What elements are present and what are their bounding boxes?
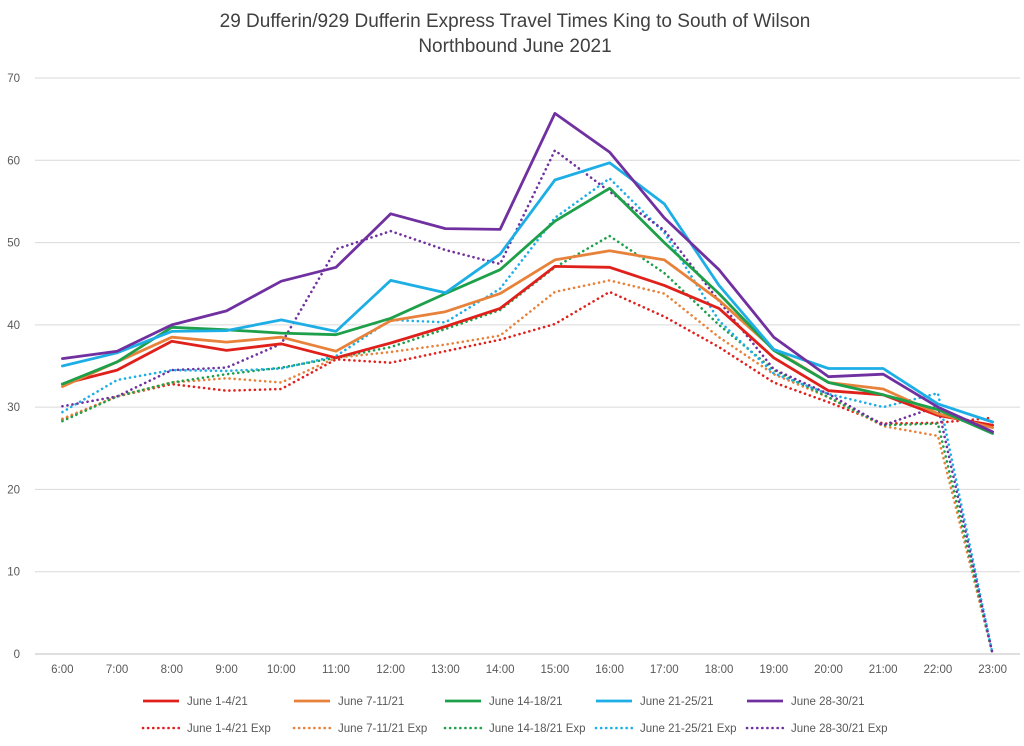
y-tick-label: 10 (7, 567, 20, 579)
y-tick-label: 30 (7, 402, 20, 414)
legend-entry: June 21-25/21 Exp (640, 723, 737, 735)
y-tick-label: 60 (7, 155, 20, 167)
x-tick-label: 13:00 (431, 664, 460, 676)
chart-subtitle: Northbound June 2021 (418, 36, 611, 57)
legend-entry: June 28-30/21 Exp (791, 723, 888, 735)
legend-entry: June 1-4/21 (187, 696, 248, 708)
x-tick-label: 11:00 (322, 664, 350, 676)
series-lines (61, 112, 994, 656)
x-axis-ticks: 6:00 7:00 8:00 9:00 10:00 11:00 12:00 13:00 14:0… (51, 664, 1007, 676)
legend-entry: June 7-11/21 Exp (338, 723, 427, 735)
x-tick-label: 15:00 (540, 664, 569, 676)
series-line-june-7-11-21 (61, 249, 994, 430)
legend-entry: June 14-18/21 (489, 696, 563, 708)
x-tick-label: 6:00 (51, 664, 73, 676)
x-tick-label: 7:00 (106, 664, 128, 676)
x-tick-label: 23:00 (978, 664, 1007, 676)
y-tick-label: 20 (7, 484, 20, 496)
chart-title: 29 Dufferin/929 Dufferin Express Travel … (220, 11, 811, 32)
y-axis-ticks: 0 10 20 30 40 50 60 70 (7, 73, 20, 661)
x-tick-label: 17:00 (650, 664, 679, 676)
series-line-june-28-30-21 (61, 112, 994, 434)
x-tick-label: 10:00 (267, 664, 296, 676)
x-tick-label: 21:00 (869, 664, 898, 676)
series-line-june-7-11-21-exp (61, 279, 994, 656)
series-line-june-14-18-21-exp (61, 234, 994, 656)
y-tick-label: 40 (7, 320, 20, 332)
legend-entry: June 7-11/21 (338, 696, 404, 708)
x-tick-label: 12:00 (376, 664, 405, 676)
y-tick-label: 70 (7, 73, 20, 85)
x-tick-label: 14:00 (486, 664, 515, 676)
series-line-june-14-18-21 (61, 186, 994, 435)
legend-entry: June 14-18/21 Exp (489, 723, 586, 735)
y-tick-label: 0 (14, 649, 20, 661)
x-tick-label: 19:00 (759, 664, 788, 676)
y-tick-label: 50 (7, 238, 20, 250)
series-line-june-1-4-21-exp (61, 290, 994, 425)
x-tick-label: 18:00 (705, 664, 734, 676)
series-line-june-28-30-21-exp (61, 149, 994, 656)
x-tick-label: 9:00 (215, 664, 237, 676)
series-line-june-21-25-21-exp (61, 177, 994, 656)
series-line-june-1-4-21 (61, 264, 994, 427)
legend: June 1-4/21 June 7-11/21 June 14-18/21 June… (141, 696, 888, 735)
x-tick-label: 16:00 (595, 664, 624, 676)
legend-entry: June 28-30/21 (791, 696, 865, 708)
gridlines (35, 77, 1020, 655)
series-line-june-21-25-21 (61, 161, 994, 424)
x-tick-label: 20:00 (814, 664, 843, 676)
legend-entry: June 21-25/21 (640, 696, 714, 708)
x-tick-label: 8:00 (161, 664, 183, 676)
legend-entry: June 1-4/21 Exp (187, 723, 271, 735)
x-tick-label: 22:00 (924, 664, 953, 676)
